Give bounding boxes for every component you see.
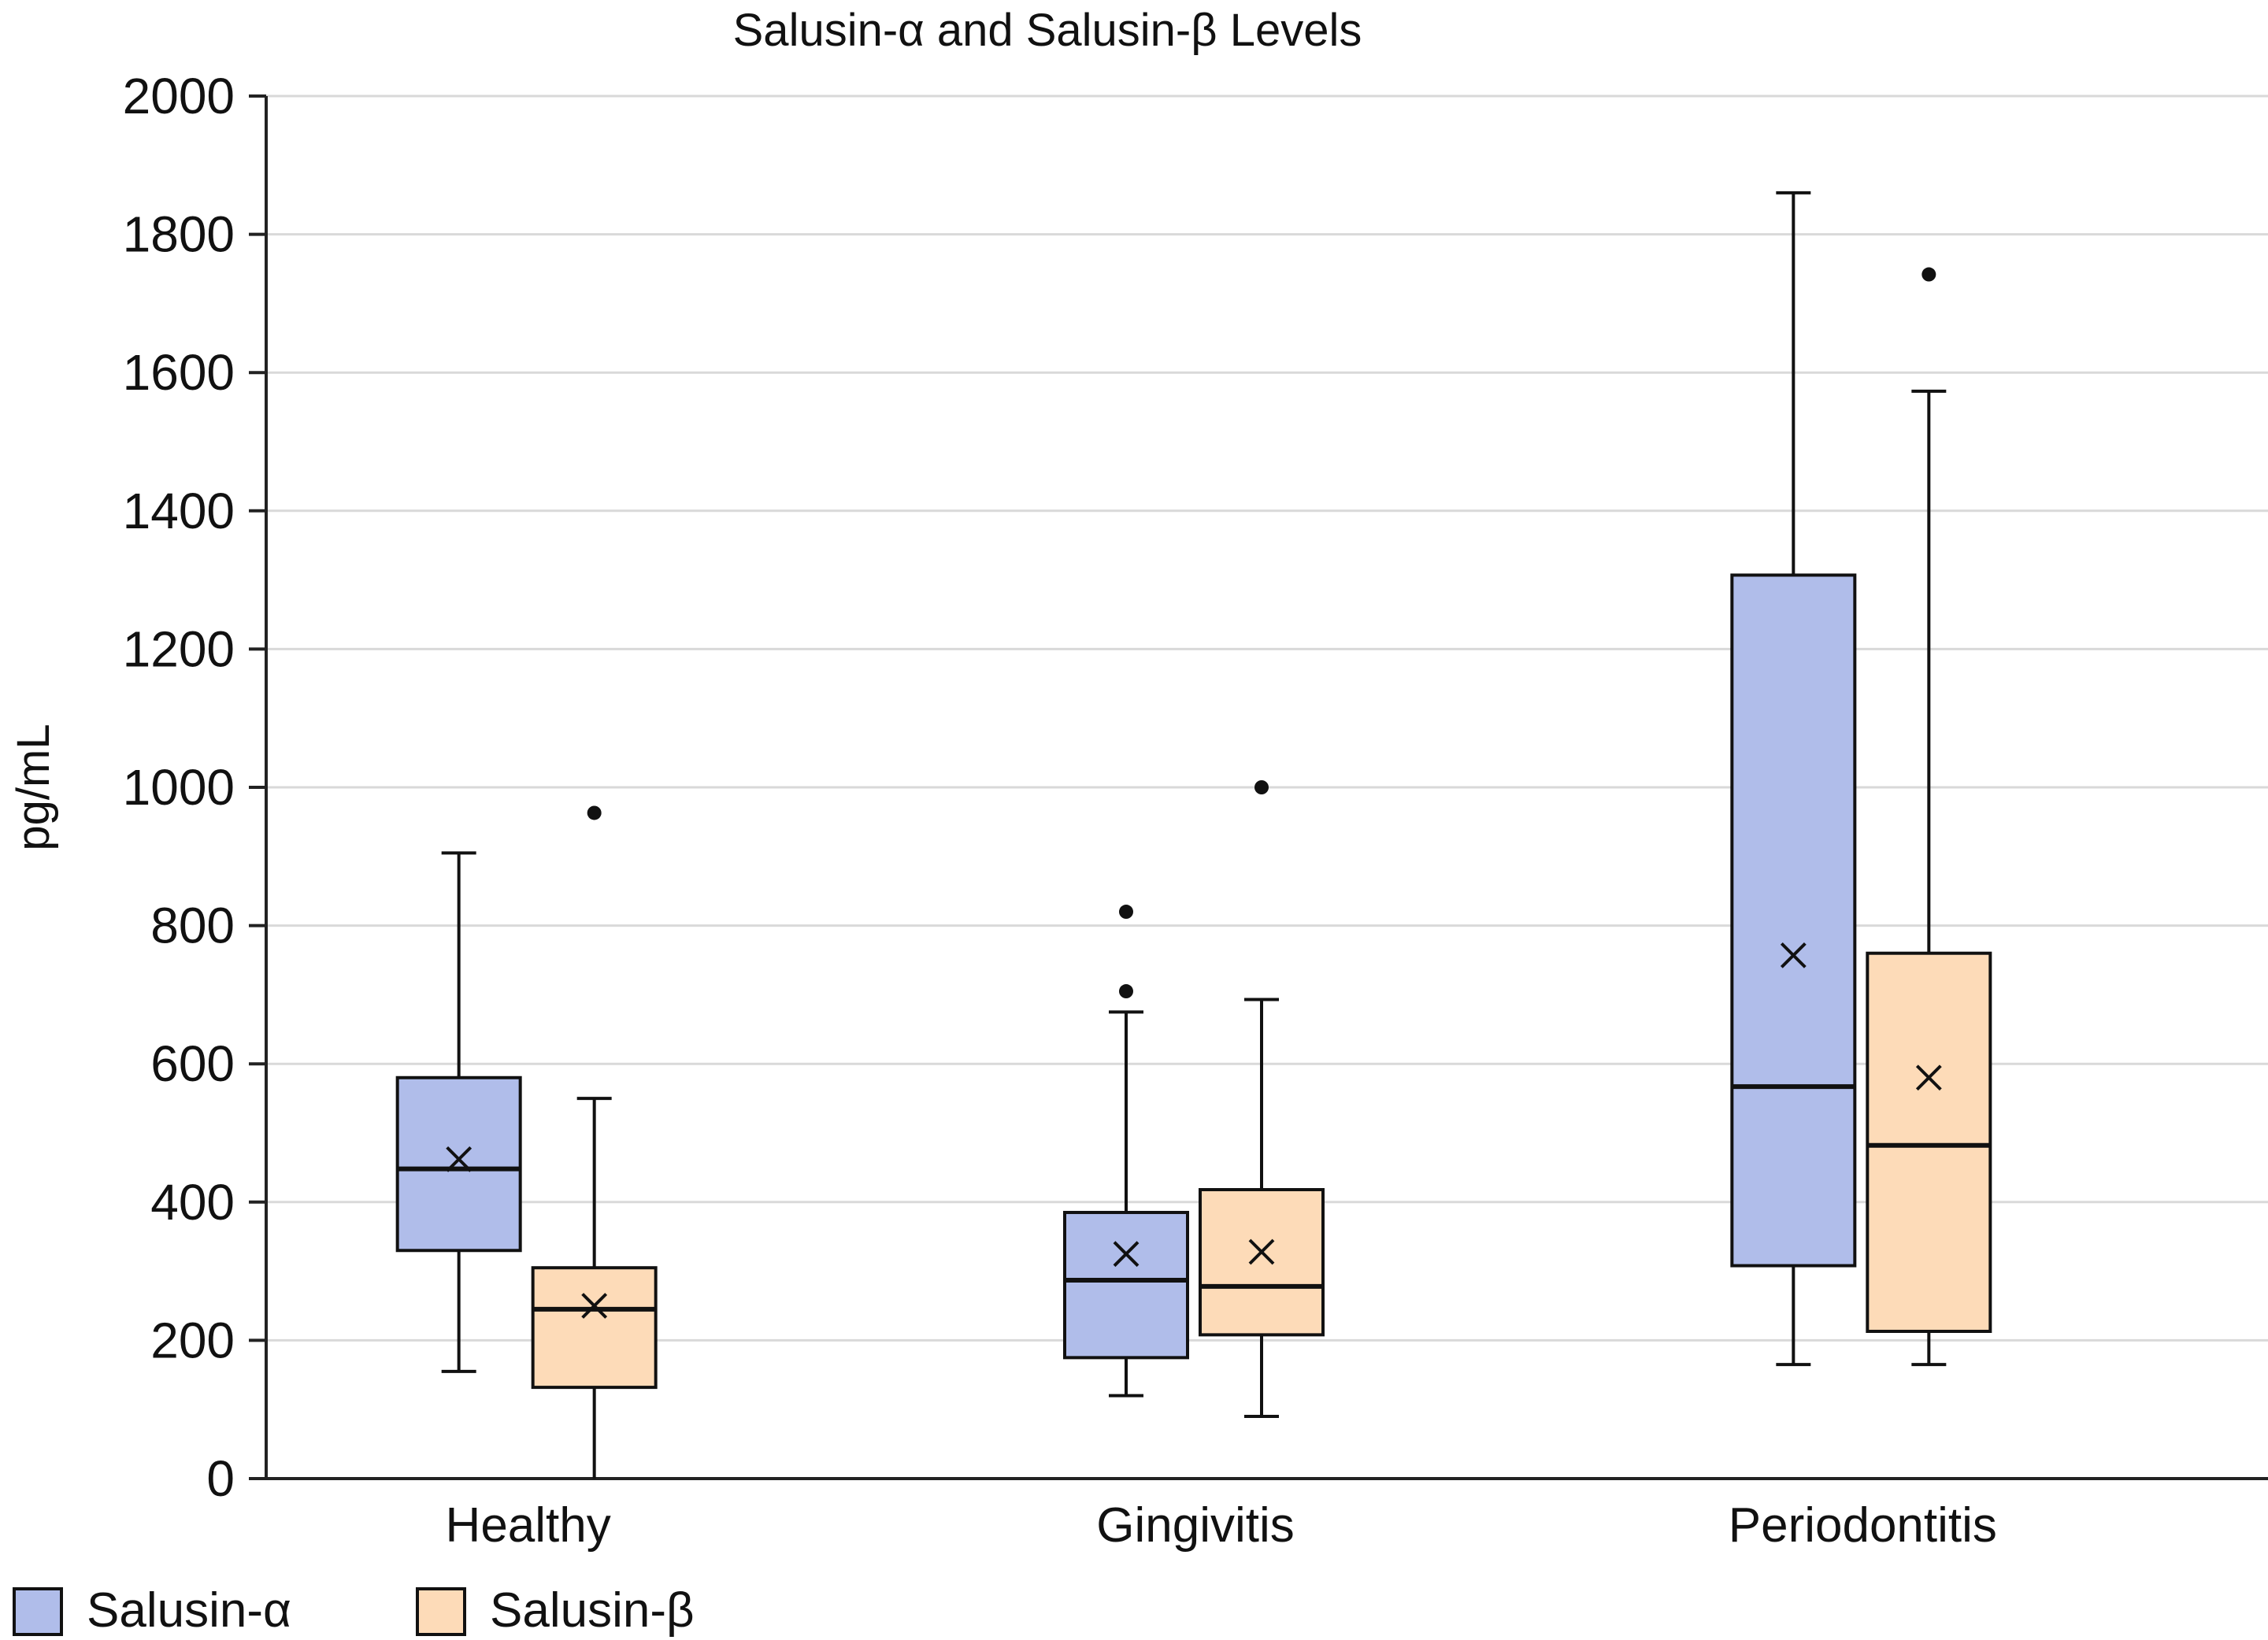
- legend-swatch: [416, 1587, 466, 1636]
- box-iqr: [1199, 1187, 1325, 1337]
- y-tick-label: 1200: [123, 620, 235, 677]
- y-tick-label: 1400: [123, 483, 235, 539]
- outlier-point: [1119, 984, 1133, 999]
- mean-marker: [581, 1293, 608, 1319]
- box-iqr: [395, 1075, 522, 1253]
- outlier-point: [587, 805, 602, 820]
- y-axis-label: pg/mL: [8, 724, 59, 850]
- legend: Salusin-α Salusin-β: [13, 1583, 695, 1638]
- y-tick-label: 800: [150, 898, 235, 954]
- y-tick-label: 2000: [123, 68, 235, 124]
- x-category-label: Periodontitis: [1729, 1498, 1997, 1553]
- box-salusin-periodontitis: [1866, 267, 1992, 1367]
- box-iqr: [1730, 573, 1857, 1268]
- x-category-label: Healthy: [446, 1498, 611, 1553]
- box-salusin-healthy: [395, 851, 522, 1373]
- y-tick-label: 600: [150, 1035, 235, 1092]
- y-tick-label: 1000: [123, 759, 235, 816]
- mean-marker: [1248, 1238, 1275, 1265]
- y-tick-label: 200: [150, 1312, 235, 1368]
- box-iqr: [1866, 951, 1992, 1333]
- box-salusin-periodontitis: [1730, 191, 1857, 1367]
- outlier-point: [1922, 267, 1936, 282]
- y-tick-label: 0: [206, 1450, 235, 1507]
- outlier-point: [1254, 780, 1269, 794]
- mean-marker: [1780, 942, 1807, 968]
- mean-marker: [1915, 1064, 1942, 1091]
- box-salusin-gingivitis: [1063, 905, 1189, 1398]
- y-tick-label: 400: [150, 1174, 235, 1231]
- legend-label: Salusin-β: [490, 1583, 695, 1638]
- chart-title: Salusin-α and Salusin-β Levels: [733, 5, 1362, 56]
- x-category-label: Gingivitis: [1096, 1498, 1295, 1553]
- y-tick-label: 1600: [123, 344, 235, 401]
- axes: 0 200 400 600 800 1000 1200 1400 1600 1800 2000 Hea…: [123, 68, 2268, 1553]
- box-iqr: [531, 1266, 658, 1390]
- boxes: [395, 191, 1992, 1479]
- mean-marker: [446, 1146, 472, 1172]
- mean-marker: [1113, 1241, 1140, 1268]
- legend-label: Salusin-α: [87, 1583, 291, 1638]
- box-salusin-gingivitis: [1199, 780, 1325, 1418]
- box-iqr: [1063, 1210, 1189, 1360]
- y-tick-label: 1800: [123, 206, 235, 263]
- outlier-point: [1119, 905, 1133, 920]
- box-salusin-healthy: [531, 805, 658, 1479]
- legend-swatch: [13, 1587, 63, 1636]
